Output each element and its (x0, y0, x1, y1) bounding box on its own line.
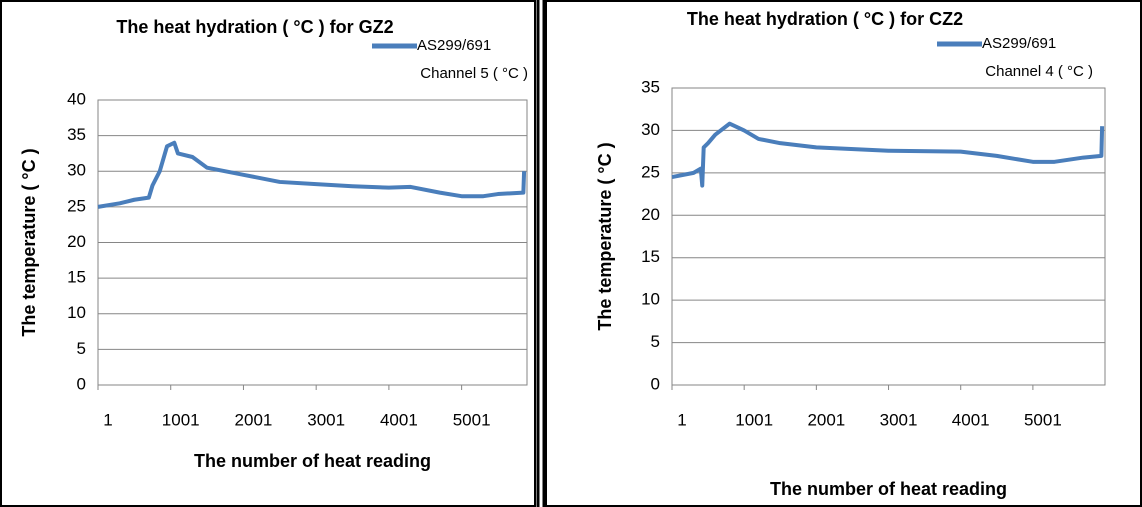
y-tick-label: 5 (651, 332, 660, 351)
legend-label: AS299/691 (982, 35, 1056, 52)
y-tick-label: 35 (67, 125, 86, 144)
y-tick-label: 30 (641, 120, 660, 139)
x-tick-label: 2001 (235, 410, 273, 429)
series-line (97, 140, 527, 209)
x-tick-label: 3001 (880, 410, 918, 429)
x-tick-label: 1 (103, 410, 112, 429)
y-tick-label: 35 (641, 77, 660, 96)
plot-area (671, 87, 1106, 386)
x-tick-label: 5001 (1024, 410, 1062, 429)
y-tick-label: 15 (641, 247, 660, 266)
y-axis-label: The temperature ( °C ) (595, 142, 615, 330)
y-tick-label: 20 (67, 232, 86, 251)
y-axis-label: The temperature ( °C ) (19, 148, 39, 336)
x-tick-label: 1001 (162, 410, 200, 429)
y-tick-label: 30 (67, 161, 86, 180)
x-tick-label: 1001 (735, 410, 773, 429)
y-tick-label: 40 (67, 89, 86, 108)
x-tick-label: 4001 (952, 410, 990, 429)
legend-note: Channel 4 ( °C ) (985, 63, 1093, 80)
y-tick-label: 15 (67, 268, 86, 287)
x-axis-label: The number of heat reading (770, 479, 1007, 499)
series-line (671, 121, 1105, 188)
y-tick-label: 0 (651, 374, 660, 393)
y-tick-label: 10 (641, 290, 660, 309)
y-tick-label: 20 (641, 205, 660, 224)
y-tick-label: 5 (77, 339, 86, 358)
panel-border (545, 0, 1142, 507)
chart-title: The heat hydration ( °C ) for GZ2 (116, 17, 393, 37)
legend-label: AS299/691 (417, 37, 491, 54)
x-tick-label: 1 (677, 410, 686, 429)
x-tick-label: 5001 (453, 410, 491, 429)
y-tick-label: 0 (77, 374, 86, 393)
x-tick-label: 3001 (307, 410, 345, 429)
x-tick-label: 2001 (807, 410, 845, 429)
chart-title: The heat hydration ( °C ) for CZ2 (687, 9, 963, 29)
y-tick-label: 25 (67, 196, 86, 215)
legend-note: Channel 5 ( °C ) (420, 65, 528, 82)
x-axis-label: The number of heat reading (194, 451, 431, 471)
panel-border (0, 0, 536, 507)
y-tick-label: 25 (641, 162, 660, 181)
y-tick-label: 10 (67, 303, 86, 322)
x-tick-label: 4001 (380, 410, 418, 429)
